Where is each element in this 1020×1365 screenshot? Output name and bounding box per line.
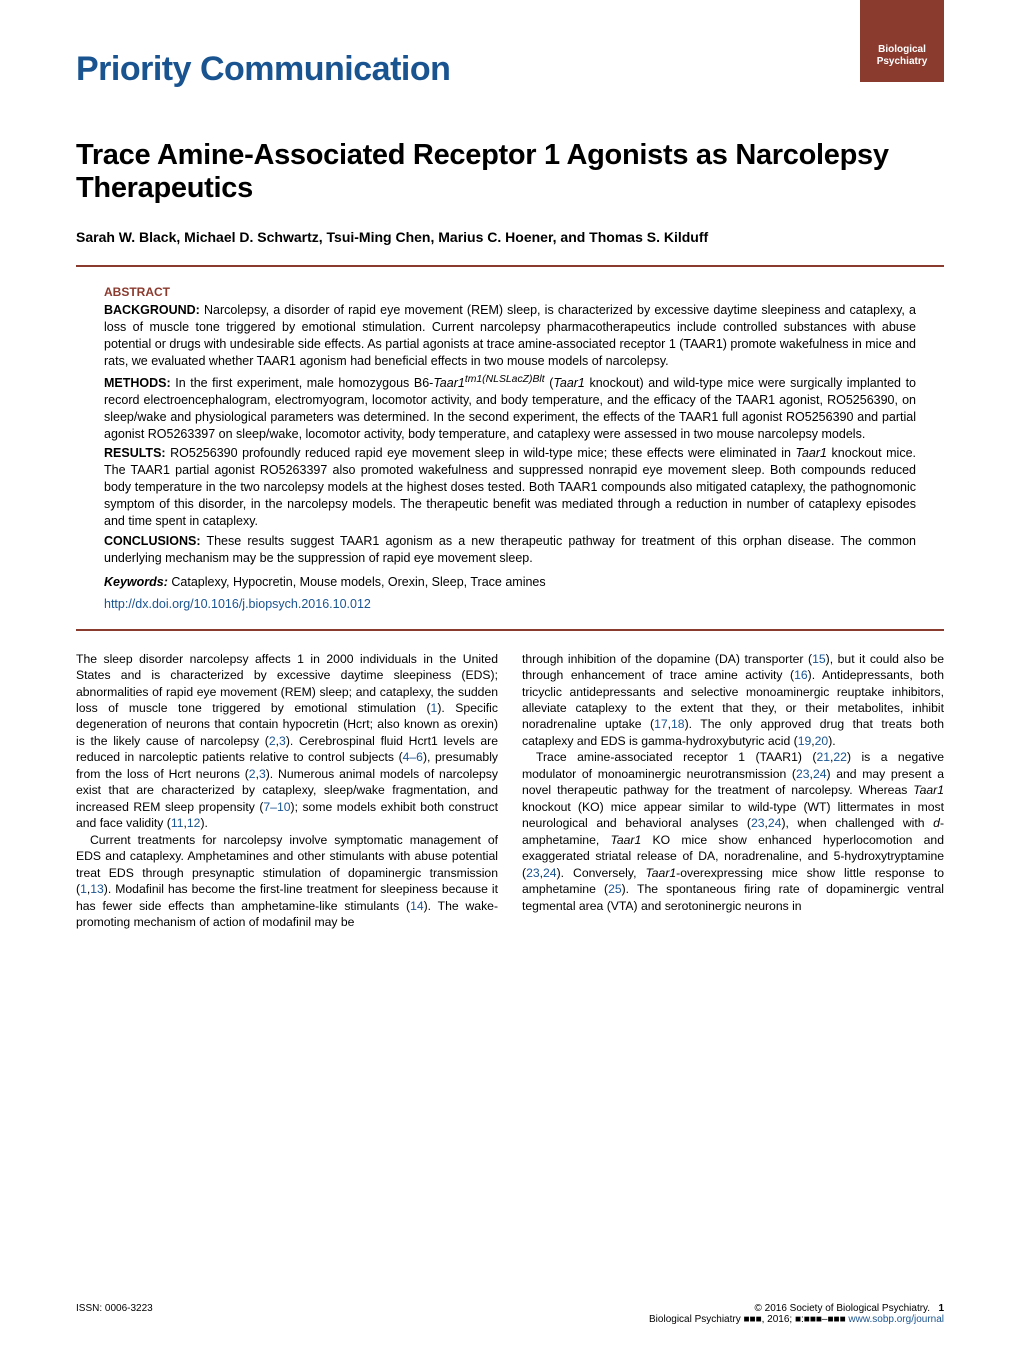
ref-link[interactable]: 20 (815, 734, 829, 748)
ref-link[interactable]: 16 (794, 668, 808, 682)
methods-text-1: In the first experiment, male homozygous… (175, 376, 433, 390)
body-col-right: through inhibition of the dopamine (DA) … (522, 651, 944, 931)
divider-bottom (76, 629, 944, 631)
section-header: Priority Communication (76, 50, 450, 89)
italic-taar1: Taar1 (611, 833, 642, 847)
ref-link[interactable]: 23 (526, 866, 540, 880)
footer-link[interactable]: www.sobp.org/journal (848, 1314, 944, 1325)
body-para-2: Current treatments for narcolepsy involv… (76, 832, 498, 931)
ref-link[interactable]: 2 (269, 734, 276, 748)
ref-link[interactable]: 15 (812, 652, 826, 666)
ref-link[interactable]: 11 (171, 816, 184, 830)
abstract-conclusions: CONCLUSIONS: These results suggest TAAR1… (104, 533, 916, 567)
abstract-background: BACKGROUND: Narcolepsy, a disorder of ra… (104, 302, 916, 370)
journal-badge: Biological Psychiatry (860, 0, 944, 82)
background-text: Narcolepsy, a disorder of rapid eye move… (104, 303, 916, 368)
authors: Sarah W. Black, Michael D. Schwartz, Tsu… (76, 228, 944, 248)
footer-copyright: © 2016 Society of Biological Psychiatry. (754, 1303, 930, 1314)
ref-link[interactable]: 24 (813, 767, 827, 781)
methods-italic-1: Taar1 (433, 376, 465, 390)
divider-top (76, 265, 944, 267)
footer-citation-line: Biological Psychiatry ■■■, 2016; ■:■■■–■… (649, 1314, 944, 1325)
body-para-1: The sleep disorder narcolepsy affects 1 … (76, 651, 498, 832)
body-columns: The sleep disorder narcolepsy affects 1 … (76, 651, 944, 931)
background-label: BACKGROUND: (104, 303, 200, 317)
journal-line2: Psychiatry (874, 56, 930, 68)
ref-link[interactable]: 3 (279, 734, 286, 748)
ref-link[interactable]: 23 (796, 767, 810, 781)
body-para-4: Trace amine-associated receptor 1 (TAAR1… (522, 749, 944, 914)
italic-taar1: Taar1 (913, 783, 944, 797)
journal-line1: Biological (874, 44, 930, 56)
ref-link[interactable]: 4–6 (403, 750, 423, 764)
footer: ISSN: 0006-3223 © 2016 Society of Biolog… (76, 1303, 944, 1325)
abstract-block: ABSTRACT BACKGROUND: Narcolepsy, a disor… (76, 285, 944, 610)
ref-link[interactable]: 19 (798, 734, 812, 748)
ref-link[interactable]: 24 (768, 816, 782, 830)
ref-link[interactable]: 2 (249, 767, 256, 781)
footer-copyright-line: © 2016 Society of Biological Psychiatry.… (649, 1303, 944, 1314)
ref-link[interactable]: 21 (816, 750, 830, 764)
results-italic-1: Taar1 (795, 446, 827, 460)
conclusions-text: These results suggest TAAR1 agonism as a… (104, 534, 916, 565)
footer-issn: ISSN: 0006-3223 (76, 1303, 153, 1325)
italic-d: d (933, 816, 940, 830)
ref-link[interactable]: 13 (90, 882, 104, 896)
doi-link[interactable]: http://dx.doi.org/10.1016/j.biopsych.201… (104, 597, 916, 611)
article-title: Trace Amine-Associated Receptor 1 Agonis… (76, 139, 944, 206)
ref-link[interactable]: 25 (608, 882, 622, 896)
keywords-text: Cataplexy, Hypocretin, Mouse models, Ore… (171, 575, 545, 589)
ref-link[interactable]: 12 (187, 816, 201, 830)
ref-link[interactable]: 18 (671, 717, 685, 731)
methods-super-1: tm1(NLSLacZ)Blt (465, 374, 545, 385)
ref-link[interactable]: 17 (654, 717, 668, 731)
methods-italic-2: Taar1 (553, 376, 585, 390)
ref-link[interactable]: 14 (410, 899, 424, 913)
ref-link[interactable]: 7–10 (263, 800, 290, 814)
body-para-3: through inhibition of the dopamine (DA) … (522, 651, 944, 750)
body-col-left: The sleep disorder narcolepsy affects 1 … (76, 651, 498, 931)
abstract-heading: ABSTRACT (104, 285, 916, 299)
results-text-1: RO5256390 profoundly reduced rapid eye m… (170, 446, 795, 460)
header-row: Priority Communication (76, 50, 944, 89)
results-label: RESULTS: (104, 446, 166, 460)
ref-link[interactable]: 24 (543, 866, 557, 880)
methods-label: METHODS: (104, 376, 171, 390)
conclusions-label: CONCLUSIONS: (104, 534, 201, 548)
keywords-label: Keywords: (104, 575, 168, 589)
ref-link[interactable]: 22 (833, 750, 847, 764)
abstract-results: RESULTS: RO5256390 profoundly reduced ra… (104, 445, 916, 529)
italic-taar1: Taar1 (645, 866, 676, 880)
ref-link[interactable]: 1 (80, 882, 87, 896)
ref-link[interactable]: 23 (751, 816, 765, 830)
ref-link[interactable]: 3 (259, 767, 266, 781)
footer-pagenum: 1 (938, 1303, 944, 1314)
keywords-line: Keywords: Cataplexy, Hypocretin, Mouse m… (104, 575, 916, 589)
footer-right: © 2016 Society of Biological Psychiatry.… (649, 1303, 944, 1325)
abstract-methods: METHODS: In the first experiment, male h… (104, 373, 916, 443)
